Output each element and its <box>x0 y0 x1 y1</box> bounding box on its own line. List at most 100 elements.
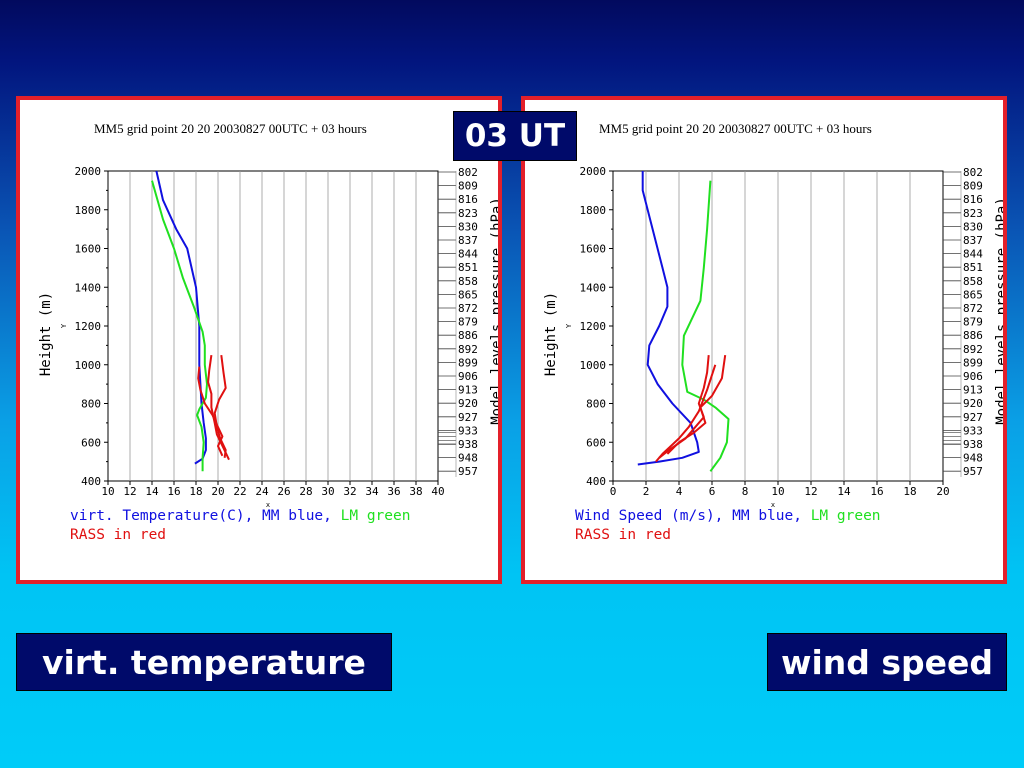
y-tick-label: 600 <box>586 436 606 449</box>
x-tick-label: 34 <box>365 485 379 498</box>
y-tick-label: 1600 <box>580 243 607 256</box>
x-tick-label: 36 <box>387 485 400 498</box>
pressure-level-label: 948 <box>458 452 478 465</box>
pressure-level-label: 920 <box>963 397 983 410</box>
x-tick-label: 14 <box>837 485 851 498</box>
plot-frame <box>107 170 439 482</box>
pressure-level-label: 802 <box>458 166 478 179</box>
pressure-level-label: 872 <box>458 302 478 315</box>
pressure-level-label: 837 <box>458 234 478 247</box>
x-tick-label: 14 <box>145 485 159 498</box>
x-tick-label: 6 <box>709 485 716 498</box>
x-tick-label: 18 <box>189 485 202 498</box>
x-tick-label: 26 <box>277 485 290 498</box>
legend-entry: LM green <box>811 508 881 524</box>
pressure-level-label: 927 <box>963 411 983 424</box>
x-tick-label: 30 <box>321 485 334 498</box>
pressure-level-label: 830 <box>963 220 983 233</box>
pressure-level-label: 823 <box>963 207 983 220</box>
x-tick-label: 16 <box>167 485 180 498</box>
left-caption: virt. temperature <box>42 642 366 682</box>
y-tick-label: 1200 <box>75 320 102 333</box>
legend-entry: virt. Temperature(C), MM blue, <box>70 508 341 524</box>
x-tick-label: 40 <box>431 485 444 498</box>
wind-speed-chart-panel: MM5 grid point 20 20 20030827 00UTC + 03… <box>521 96 1007 584</box>
series-line-lm <box>681 180 730 472</box>
time-label: 03 UT <box>464 118 566 154</box>
series-line-lm <box>151 180 208 472</box>
legend-line-1: virt. Temperature(C), MM blue, LM green <box>70 508 410 524</box>
pressure-level-label: 837 <box>963 234 983 247</box>
x-tick-label: 20 <box>211 485 224 498</box>
right-axis-title: Model levels pressure (hPa) <box>489 197 498 425</box>
pressure-level-label: 913 <box>458 384 478 397</box>
pressure-level-label: 802 <box>963 166 983 179</box>
series-line-rass-1 <box>207 354 230 461</box>
pressure-level-label: 844 <box>458 248 478 261</box>
pressure-level-label: 851 <box>458 261 478 274</box>
pressure-level-label: 933 <box>458 424 478 437</box>
pressure-level-label: 920 <box>458 397 478 410</box>
x-tick-label: 28 <box>299 485 312 498</box>
pressure-level-label: 879 <box>458 316 478 329</box>
y-axis-small-label: Y <box>565 323 573 328</box>
pressure-level-label: 809 <box>963 180 983 193</box>
pressure-level-label: 899 <box>963 356 983 369</box>
x-tick-label: 16 <box>870 485 883 498</box>
y-axis-title: Height (m) <box>38 292 54 376</box>
y-tick-label: 2000 <box>580 165 607 178</box>
pressure-level-label: 886 <box>963 329 983 342</box>
y-tick-label: 1200 <box>580 320 607 333</box>
chart-title: MM5 grid point 20 20 20030827 00UTC + 03… <box>599 121 872 136</box>
right-axis-title: Model levels pressure (hPa) <box>994 197 1003 425</box>
pressure-level-label: 865 <box>458 288 478 301</box>
y-tick-label: 400 <box>81 475 101 488</box>
chart-title: MM5 grid point 20 20 20030827 00UTC + 03… <box>94 121 367 136</box>
pressure-level-label: 933 <box>963 424 983 437</box>
y-tick-label: 1000 <box>580 359 607 372</box>
x-tick-label: 2 <box>643 485 650 498</box>
y-tick-label: 400 <box>586 475 606 488</box>
x-tick-label: 10 <box>101 485 114 498</box>
series-line-rass-2 <box>213 354 227 458</box>
pressure-level-label: 858 <box>963 275 983 288</box>
temperature-chart: MM5 grid point 20 20 20030827 00UTC + 03… <box>38 121 498 543</box>
x-tick-label: 18 <box>903 485 916 498</box>
temperature-chart-panel: MM5 grid point 20 20 20030827 00UTC + 03… <box>16 96 502 584</box>
y-tick-label: 2000 <box>75 165 102 178</box>
y-tick-label: 1400 <box>580 281 607 294</box>
pressure-level-label: 844 <box>963 248 983 261</box>
pressure-level-label: 892 <box>458 343 478 356</box>
x-tick-label: 38 <box>409 485 422 498</box>
x-axis-label: x <box>771 501 775 509</box>
y-tick-label: 1000 <box>75 359 102 372</box>
pressure-level-label: 872 <box>963 302 983 315</box>
right-caption-box: wind speed <box>767 633 1007 691</box>
pressure-level-label: 906 <box>963 370 983 383</box>
pressure-level-label: 927 <box>458 411 478 424</box>
legend-entry: LM green <box>341 508 411 524</box>
pressure-level-label: 823 <box>458 207 478 220</box>
legend-line-2: RASS in red <box>70 527 166 543</box>
y-axis-title: Height (m) <box>543 292 559 376</box>
x-tick-label: 22 <box>233 485 246 498</box>
series-line-rass-3 <box>655 364 717 463</box>
pressure-level-label: 816 <box>458 193 478 206</box>
pressure-level-label: 906 <box>458 370 478 383</box>
pressure-level-label: 948 <box>963 452 983 465</box>
y-tick-label: 800 <box>586 398 606 411</box>
time-label-badge: 03 UT <box>453 111 577 161</box>
y-tick-label: 1800 <box>75 204 102 217</box>
pressure-level-label: 851 <box>963 261 983 274</box>
left-caption-box: virt. temperature <box>16 633 392 691</box>
x-axis-label: x <box>266 501 270 509</box>
wind-speed-chart: MM5 grid point 20 20 20030827 00UTC + 03… <box>543 121 1003 543</box>
right-caption: wind speed <box>780 642 994 682</box>
pressure-level-label: 886 <box>458 329 478 342</box>
y-tick-label: 600 <box>81 436 101 449</box>
pressure-level-label: 938 <box>963 438 983 451</box>
pressure-level-label: 830 <box>458 220 478 233</box>
x-tick-label: 12 <box>123 485 136 498</box>
x-tick-label: 10 <box>771 485 784 498</box>
x-tick-label: 4 <box>676 485 683 498</box>
